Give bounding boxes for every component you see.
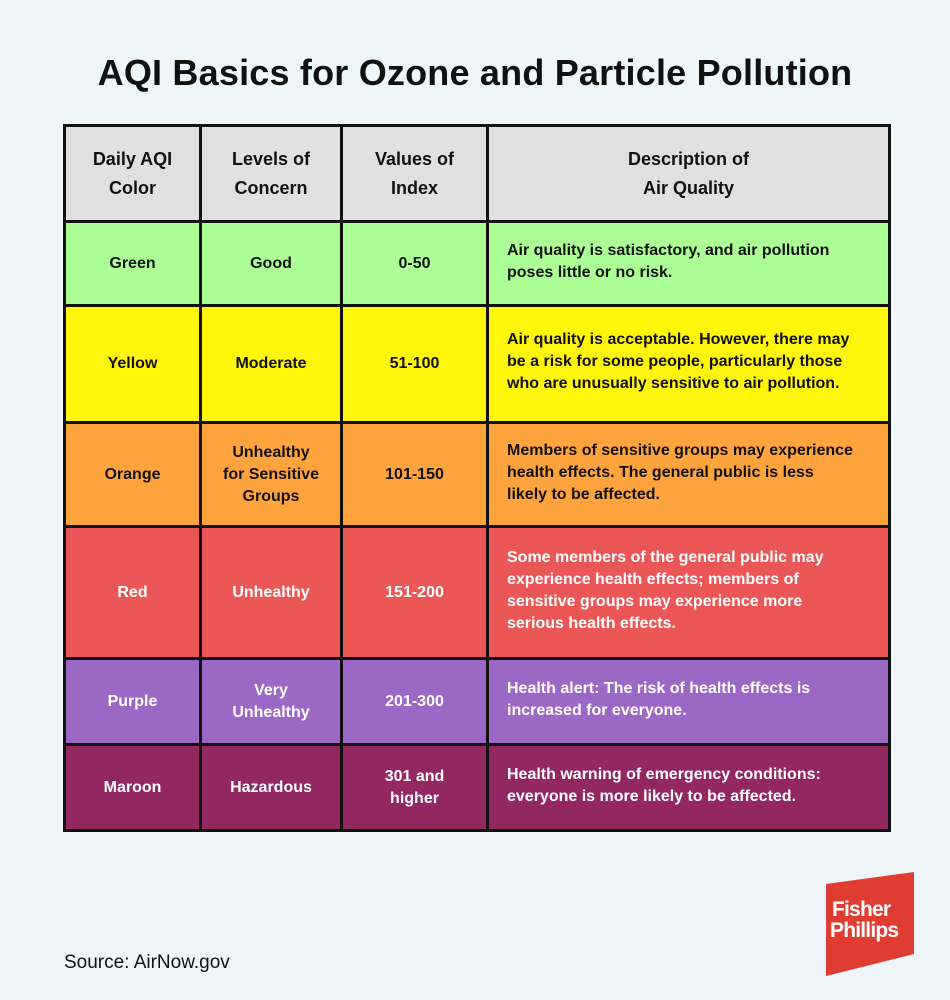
cell-level-of-concern: Good <box>199 220 343 307</box>
cell-index-values-line: 101-150 <box>385 465 444 483</box>
cell-index-values: 101-150 <box>340 421 489 528</box>
fisher-phillips-logo: Fisher Phillips <box>826 872 916 976</box>
cell-description-line: increased for everyone. <box>507 701 687 719</box>
cell-description-line: likely to be affected. <box>507 485 660 503</box>
cell-description-line: serious health effects. <box>507 614 676 632</box>
cell-index-values: 201-300 <box>340 657 489 746</box>
cell-aqi-color: Yellow <box>63 304 202 424</box>
logo-flag-shape <box>826 872 914 976</box>
cell-level-of-concern: Unhealthy <box>199 525 343 660</box>
cell-description: Air quality is acceptable. However, ther… <box>486 304 891 424</box>
cell-description-line: experience health effects; members of <box>507 570 799 588</box>
header-line: Concern <box>234 177 308 198</box>
cell-level-of-concern: Moderate <box>199 304 343 424</box>
header-line: Daily AQI <box>92 148 173 169</box>
table-row: Yellow Moderate 51-100 Air quality is accep… <box>63 304 891 424</box>
cell-description-line: sensitive groups may experience more <box>507 592 803 610</box>
cell-description-line: Members of sensitive groups may experien… <box>507 441 853 459</box>
cell-level-of-concern: Very Unhealthy <box>199 657 343 746</box>
cell-level-of-concern-line: Hazardous <box>230 778 312 796</box>
cell-index-values: 0-50 <box>340 220 489 307</box>
cell-index-values: 51-100 <box>340 304 489 424</box>
cell-description-line: poses little or no risk. <box>507 263 673 281</box>
cell-level-of-concern: Hazardous <box>199 743 343 832</box>
cell-level-of-concern-line: Moderate <box>235 355 307 372</box>
logo-mark: Fisher Phillips <box>826 872 914 976</box>
cell-description-line: Air quality is acceptable. However, ther… <box>507 331 850 348</box>
header-levels-of-concern: Levels of Concern <box>199 124 343 223</box>
source-credit: Source: AirNow.gov <box>64 952 230 973</box>
table-row: Orange Unhealthy for Sensitive Groups 101-15… <box>63 421 891 528</box>
cell-description: Health warning of emergency conditions: e… <box>486 743 891 832</box>
cell-index-values-line: 301 and <box>384 767 445 785</box>
header-values-of-index: Values of Index <box>340 124 489 223</box>
header-daily-aqi-color: Daily AQI Color <box>63 124 202 223</box>
header-line: Air Quality <box>642 177 735 198</box>
logo-text-line: Fisher <box>832 898 891 921</box>
cell-description-line: Air quality is satisfactory, and air pol… <box>507 241 830 259</box>
cell-aqi-color: Orange <box>63 421 202 528</box>
cell-index-values-line: higher <box>390 789 439 807</box>
cell-level-of-concern-line: Good <box>250 254 292 272</box>
cell-level-of-concern-line: Unhealthy <box>232 583 310 601</box>
cell-description-line: Some members of the general public may <box>507 548 824 566</box>
cell-description-line: Health alert: The risk of health effects… <box>507 679 811 697</box>
cell-index-values-line: 0-50 <box>398 254 431 272</box>
table-row: Red Unhealthy 151-200 Some members of the g… <box>63 525 891 660</box>
cell-description-line: Health warning of emergency conditions: <box>507 765 821 783</box>
cell-description: Air quality is satisfactory, and air pol… <box>486 220 891 307</box>
cell-index-values: 301 and higher <box>340 743 489 832</box>
header-line: Values of <box>374 148 455 169</box>
cell-level-of-concern-line: Very <box>254 681 288 699</box>
cell-aqi-color: Green <box>63 220 202 307</box>
cell-index-values-line: 201-300 <box>385 692 444 710</box>
cell-index-values: 151-200 <box>340 525 489 660</box>
cell-description: Health alert: The risk of health effects… <box>486 657 891 746</box>
cell-level-of-concern-line: for Sensitive <box>222 465 320 483</box>
cell-description-line: be a risk for some people, particularly … <box>507 353 843 370</box>
cell-index-values-line: 151-200 <box>385 583 444 601</box>
cell-level-of-concern-line: Groups <box>242 487 300 505</box>
table-row: Green Good 0-50 Air quality is satisfactory… <box>63 220 891 307</box>
header-line: Color <box>109 177 156 198</box>
header-line: Description of <box>627 148 749 169</box>
cell-description: Members of sensitive groups may experien… <box>486 421 891 528</box>
header-description: Description of Air Quality <box>486 124 891 223</box>
cell-description: Some members of the general public may ex… <box>486 525 891 660</box>
cell-aqi-color: Red <box>63 525 202 660</box>
table-row: Purple Very Unhealthy 201-300 Health alert: … <box>63 657 891 746</box>
page-title: AQI Basics for Ozone and Particle Pollut… <box>97 52 853 93</box>
table-row: Maroon Hazardous 301 and higher Health warni… <box>63 743 891 832</box>
logo-text-line: Phillips <box>830 919 898 942</box>
cell-description-line: everyone is more likely to be affected. <box>507 787 797 805</box>
cell-aqi-color: Maroon <box>63 743 202 832</box>
cell-level-of-concern: Unhealthy for Sensitive Groups <box>199 421 343 528</box>
cell-aqi-color: Purple <box>63 657 202 746</box>
header-line: Levels of <box>231 148 311 169</box>
cell-level-of-concern-line: Unhealthy <box>232 443 310 461</box>
cell-description-line: who are unusually sensitive to air pollu… <box>507 375 840 392</box>
cell-level-of-concern-line: Unhealthy <box>232 703 310 721</box>
header-row: Daily AQI Color Levels of Concern Values… <box>63 124 891 223</box>
header-line: Index <box>390 177 438 198</box>
cell-index-values-line: 51-100 <box>389 355 440 372</box>
aqi-table: Daily AQI Color Levels of Concern Values… <box>63 124 891 832</box>
cell-description-line: health effects. The general public is le… <box>507 463 814 481</box>
